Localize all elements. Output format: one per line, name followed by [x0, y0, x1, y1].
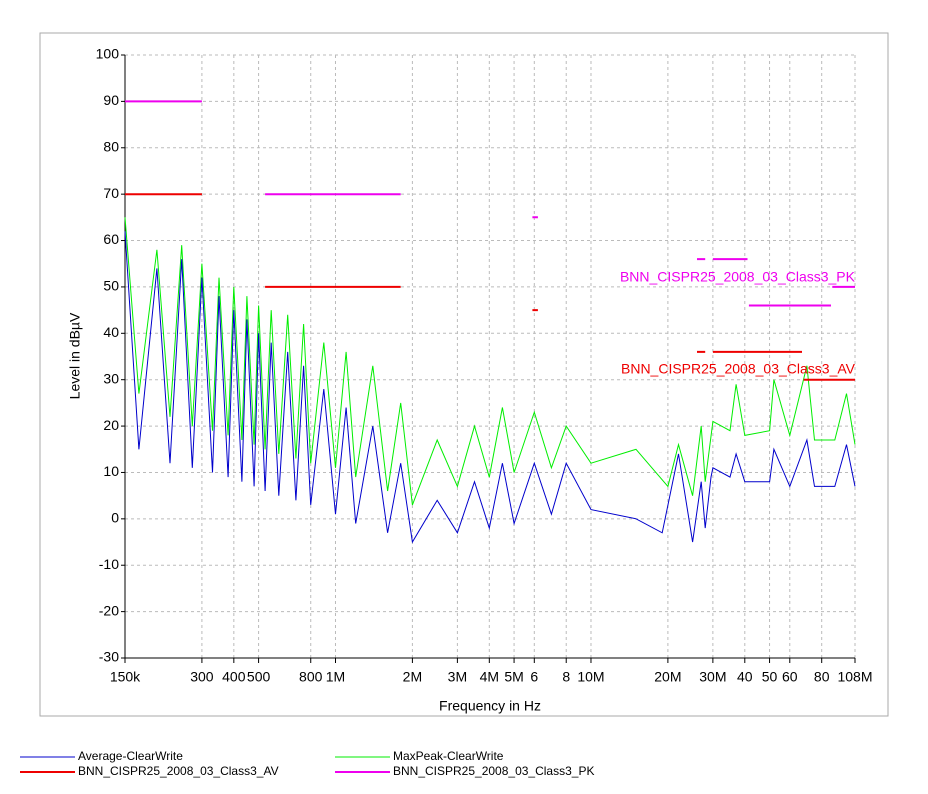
x-tick-label: 108M: [837, 669, 872, 685]
x-tick-label: 5M: [504, 669, 523, 685]
y-tick-label: 0: [111, 510, 119, 526]
x-tick-label: 80: [814, 669, 830, 685]
legend-label: MaxPeak-ClearWrite: [393, 749, 504, 763]
y-tick-label: 20: [103, 417, 119, 433]
x-tick-label: 2M: [403, 669, 422, 685]
series-line: [124, 217, 856, 506]
y-tick-label: 60: [103, 231, 119, 247]
y-tick-label: 80: [103, 138, 119, 154]
y-tick-label: 100: [96, 46, 120, 62]
x-tick-label: 10M: [577, 669, 604, 685]
legend-label: Average-ClearWrite: [78, 749, 183, 763]
series-line: [124, 231, 856, 544]
x-tick-label: 1M: [326, 669, 345, 685]
series-line: [125, 193, 855, 381]
x-tick-label: 800: [299, 669, 323, 685]
y-tick-label: 50: [103, 278, 119, 294]
x-tick-label: 500: [247, 669, 271, 685]
x-tick-label: 30M: [699, 669, 726, 685]
x-tick-label: 50: [762, 669, 778, 685]
x-tick-label: 8: [562, 669, 570, 685]
y-tick-label: 30: [103, 370, 119, 386]
series-line: [125, 100, 855, 307]
y-tick-label: 10: [103, 463, 119, 479]
x-tick-label: 40: [737, 669, 753, 685]
x-tick-label: 60: [782, 669, 798, 685]
legend-label: BNN_CISPR25_2008_03_Class3_PK: [393, 764, 594, 778]
x-tick-label: 150k: [110, 669, 141, 685]
y-tick-label: 70: [103, 185, 119, 201]
annotation: BNN_CISPR25_2008_03_Class3_AV: [621, 361, 856, 377]
x-tick-label: 400: [222, 669, 246, 685]
x-tick-label: 6: [530, 669, 538, 685]
x-tick-label: 300: [190, 669, 214, 685]
x-axis-label: Frequency in Hz: [439, 698, 541, 714]
x-tick-label: 4M: [480, 669, 499, 685]
y-tick-label: 90: [103, 92, 119, 108]
y-tick-label: -30: [99, 649, 119, 665]
legend-label: BNN_CISPR25_2008_03_Class3_AV: [78, 764, 279, 778]
y-axis-label: Level in dBµV: [67, 312, 83, 399]
frame: [39, 32, 889, 717]
y-tick-label: 40: [103, 324, 119, 340]
y-tick-label: -10: [99, 556, 119, 572]
annotation: BNN_CISPR25_2008_03_Class3_PK: [620, 269, 856, 285]
x-tick-label: 3M: [448, 669, 467, 685]
x-tick-label: 20M: [654, 669, 681, 685]
y-tick-label: -20: [99, 602, 119, 618]
